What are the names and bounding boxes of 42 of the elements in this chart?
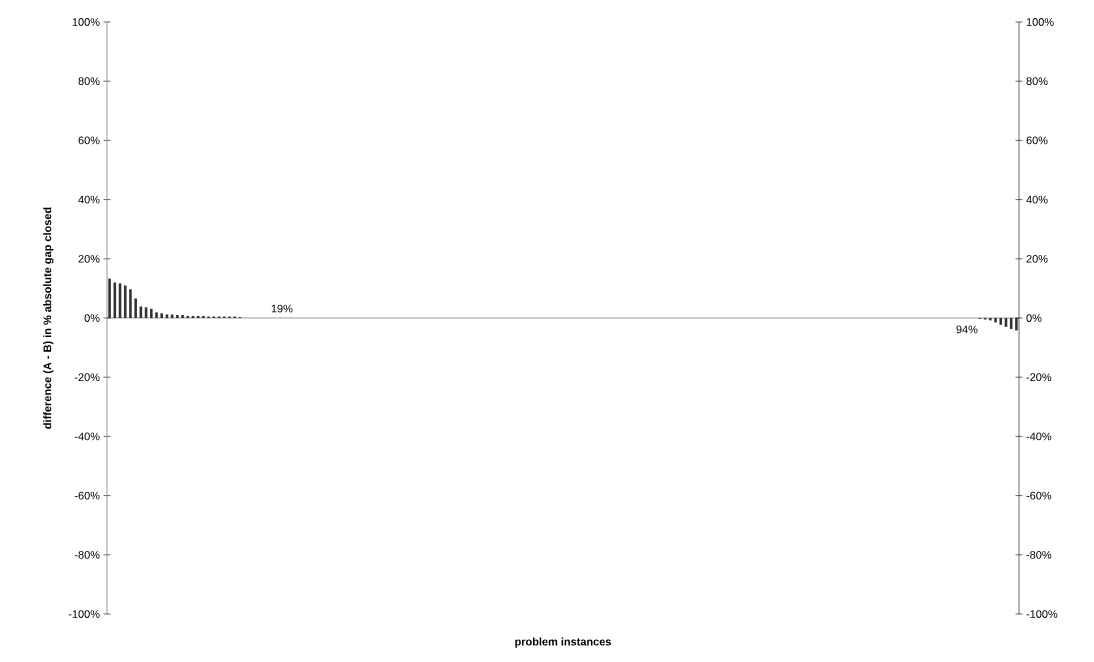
- x-axis-title: problem instances: [515, 637, 611, 648]
- y2-tick-label: 60%: [1026, 136, 1048, 145]
- y-tick-label: -60%: [74, 491, 100, 500]
- bar: [186, 315, 190, 318]
- bar: [181, 315, 184, 318]
- y2-tick-label: -60%: [1026, 491, 1052, 500]
- y2-tick-label: 40%: [1026, 195, 1048, 204]
- y-tick-label: 40%: [78, 195, 100, 204]
- y2-tick-label: 0%: [1026, 314, 1042, 322]
- y2-tick-label: 100%: [1026, 18, 1054, 26]
- y-tick-label: -40%: [74, 432, 100, 441]
- y2-tick-label: -40%: [1026, 432, 1052, 441]
- y-tick-label: -100%: [68, 610, 100, 618]
- y-tick-label: -80%: [74, 550, 100, 559]
- bar: [196, 315, 200, 318]
- annotation: 94%: [956, 325, 978, 334]
- bar: [989, 318, 992, 321]
- bar: [176, 315, 179, 318]
- y-tick-label: -20%: [74, 373, 100, 382]
- bar: [129, 289, 132, 318]
- y-tick-label: 0%: [84, 314, 100, 322]
- bar: [123, 285, 127, 318]
- y2-tick-label: -100%: [1026, 610, 1058, 618]
- y-tick-label: 100%: [72, 18, 100, 26]
- bar: [202, 315, 205, 318]
- bar: [108, 278, 111, 318]
- bar: [150, 308, 153, 318]
- y2-tick-label: 20%: [1026, 254, 1048, 263]
- y2-tick-label: 80%: [1026, 77, 1048, 86]
- y-tick-label: 60%: [78, 136, 100, 145]
- y-tick-label: 20%: [78, 254, 100, 263]
- y-tick-label: 80%: [78, 77, 100, 86]
- y-axis-title: difference (A - B) in % absolute gap closed: [43, 207, 54, 429]
- bar: [999, 318, 1003, 325]
- y2-tick-label: -80%: [1026, 550, 1052, 559]
- bar: [160, 313, 164, 318]
- bar: [155, 312, 158, 318]
- bar: [1015, 318, 1018, 331]
- bar: [134, 298, 137, 318]
- bar: [994, 318, 997, 323]
- y2-tick-label: -20%: [1026, 373, 1052, 382]
- annotation: 19%: [271, 304, 293, 313]
